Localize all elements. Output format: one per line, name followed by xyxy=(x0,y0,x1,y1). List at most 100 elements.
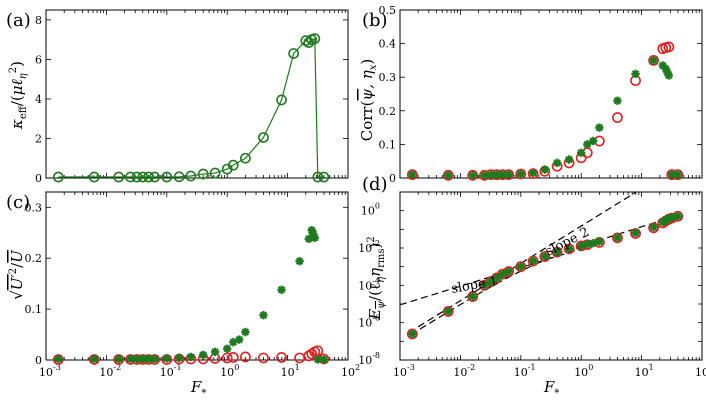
panel-c-xtick-base: 10 xyxy=(39,366,53,379)
panel-d-ylabel-psi: ψ xyxy=(376,301,387,309)
panel-b-green-star-stroke xyxy=(589,137,597,145)
panel-d-red-point xyxy=(406,328,418,340)
panel-d-xlabel: F* xyxy=(543,378,559,399)
panel-d-ytick-exp: 0 xyxy=(375,202,380,211)
panel-c-green-star xyxy=(223,344,232,353)
panel-c-green-star xyxy=(295,257,304,266)
panel-b-green-star-stroke xyxy=(498,170,507,179)
panel-d-ylabel-eta2: η xyxy=(366,268,384,277)
panel-d-red-point xyxy=(551,246,563,258)
panel-a-point xyxy=(312,171,324,183)
panel-a-point xyxy=(197,168,209,180)
panel-d-green-star-stroke xyxy=(649,223,658,231)
panel-a-line xyxy=(58,37,324,178)
panel-b-green-star-stroke xyxy=(480,171,489,180)
panel-a-point xyxy=(185,170,197,182)
panel-a-point xyxy=(131,171,143,183)
panel-c-green-star-stroke xyxy=(175,354,183,362)
panel-b-ylabel-x: x xyxy=(368,64,379,70)
panel-c-green-star-stroke xyxy=(54,355,63,363)
panel-b-green-star-stroke xyxy=(583,140,592,149)
panel-d-red-point xyxy=(467,291,479,302)
panel-b-green-star xyxy=(595,123,604,132)
panel-d-xtick-exp: -3 xyxy=(407,363,415,372)
panel-b-frame xyxy=(399,9,703,179)
panel-c-ylabel-slash: / xyxy=(8,262,26,268)
panel-a-point xyxy=(113,171,125,183)
panel-b-green-star xyxy=(408,170,417,179)
panel-b-green-star xyxy=(664,71,673,80)
panel-d-green-star-stroke xyxy=(595,237,604,246)
panel-b-green-star xyxy=(552,158,562,168)
panel-a-ylabel-eff: eff xyxy=(18,105,29,119)
panel-a-point xyxy=(239,152,251,164)
panel-a-point xyxy=(173,171,185,183)
panel-a-ytick-label: 6 xyxy=(35,53,42,66)
panel-d-ylabel-e: E xyxy=(366,309,384,321)
panel-d-green-star xyxy=(588,239,598,248)
panel-d-green-star xyxy=(528,256,538,266)
panel-a-point xyxy=(276,94,287,106)
panel-c-green-star xyxy=(54,354,63,364)
panel-d-xtick-label: 10-3 xyxy=(393,363,415,379)
panel-c-green-star xyxy=(186,352,196,362)
panel-c-green-star-stroke xyxy=(259,311,268,319)
panel-c-red-point xyxy=(221,352,233,364)
panel-d-label: (d) xyxy=(362,174,388,195)
panel-c-green-star xyxy=(126,354,135,364)
panel-c-green-star-stroke xyxy=(126,355,135,363)
panel-c-green-star-stroke xyxy=(320,355,328,364)
panel-d-xtick-base: 10 xyxy=(453,366,467,379)
panel-d-green-star-stroke xyxy=(487,277,495,286)
panel-d-ytick-label: 10-2 xyxy=(358,239,380,255)
panel-b-green-star-stroke xyxy=(565,155,573,164)
panel-d-green-star xyxy=(540,252,550,261)
panel-b-green-star xyxy=(577,148,586,157)
panel-d-xtick-base: 10 xyxy=(514,366,528,379)
panel-d-xtick-base: 10 xyxy=(393,366,407,379)
panel-d-xtick-label: 101 xyxy=(635,363,654,379)
panel-d-red-point xyxy=(515,261,527,273)
panel-d-green-star-stroke xyxy=(504,267,513,276)
panel-d-red-point xyxy=(442,306,454,317)
panel-b-green-star xyxy=(444,171,453,180)
panel-b-ylabel-eta: , η xyxy=(358,70,376,89)
panel-a-ylabel-mu: μℓ xyxy=(8,79,26,95)
panel-d-red-point xyxy=(539,251,551,262)
panel-d-red-point xyxy=(527,255,539,267)
panel-c-ytick-label: 0.3 xyxy=(25,201,43,214)
panel-d-green-star-stroke xyxy=(631,229,640,237)
panel-c-xtick-exp: 0 xyxy=(234,363,239,372)
panel-b-green-star xyxy=(516,169,525,179)
panel-c-xtick-base: 10 xyxy=(341,366,355,379)
panel-c-frame xyxy=(45,191,349,361)
panel-d-ytick-label: 100 xyxy=(361,202,380,218)
panel-c-green-star-stroke xyxy=(277,285,286,294)
panel-b-marks xyxy=(406,41,684,181)
panel-c-green-star-stroke xyxy=(211,348,219,356)
panel-b-green-star-stroke xyxy=(659,61,667,70)
panel-d-green-star xyxy=(673,212,683,221)
panel-d-xtick-exp: -2 xyxy=(467,363,475,372)
panel-d-ytick-exp: -6 xyxy=(372,314,380,323)
panel-c-green-star-stroke xyxy=(187,353,195,361)
panel-c-xtick-label: 10-2 xyxy=(99,363,121,379)
panel-a-point xyxy=(288,48,300,59)
panel-d-green-star xyxy=(595,237,604,246)
panel-d-xtick-label: 100 xyxy=(574,363,593,379)
panel-d: (d) 10-310-210-110010110210-810-610-410-… xyxy=(358,174,706,379)
panel-c-red-point xyxy=(294,352,305,364)
panel-b-green-star xyxy=(540,165,550,174)
panel-c-xtick-label: 100 xyxy=(220,363,239,379)
panel-b-green-star-stroke xyxy=(631,70,640,78)
panel-b-green-star-stroke xyxy=(408,170,417,179)
panel-d-xtick-label: 102 xyxy=(695,363,706,379)
panel-c-green-star xyxy=(198,350,208,360)
panel-b-green-star xyxy=(583,140,592,149)
panel-d-frame xyxy=(399,191,703,361)
panel-d-green-star xyxy=(480,281,489,290)
panel-b-green-star xyxy=(588,136,598,146)
